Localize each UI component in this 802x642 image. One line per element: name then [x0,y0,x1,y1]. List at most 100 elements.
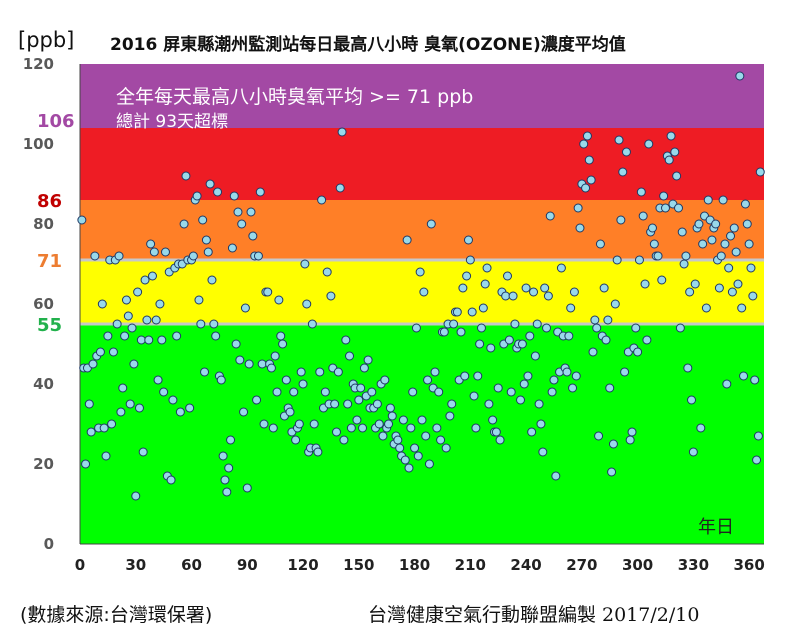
data-point [341,335,351,345]
data-point [363,355,373,365]
data-point [266,363,276,373]
data-point [495,435,505,445]
data-point [430,367,440,377]
data-point [222,487,232,497]
data-point [149,247,159,257]
data-point [159,387,169,397]
data-point [393,435,403,445]
data-point [155,299,165,309]
data-point [157,335,167,345]
data-point [339,435,349,445]
data-point [142,315,152,325]
data-point [739,371,749,381]
data-point [679,259,689,269]
x-tick-label: 180 [399,556,430,574]
data-point [473,371,483,381]
data-point [134,403,144,413]
data-point [146,239,156,249]
data-point [746,263,756,273]
data-point [198,215,208,225]
data-point [402,235,412,245]
data-point [270,351,280,361]
data-point [607,467,617,477]
data-point [289,387,299,397]
data-point [590,315,600,325]
data-point [387,411,397,421]
data-point [380,375,390,385]
data-point [188,251,198,261]
data-point [432,423,442,433]
data-point [224,463,234,473]
data-point [240,303,250,313]
data-point [506,387,516,397]
threshold-label: 106 [37,111,75,132]
data-point [449,319,459,329]
data-point [372,399,382,409]
data-point [233,207,243,217]
x-tick-label: 210 [455,556,486,574]
data-point [653,251,663,261]
data-point [90,251,100,261]
data-point [276,331,286,341]
data-point [465,255,475,265]
data-point [244,359,254,369]
data-point [298,379,308,389]
data-point [242,483,252,493]
data-point [516,395,526,405]
data-point [441,443,451,453]
data-point [633,347,643,357]
data-point [666,131,676,141]
data-point [84,399,94,409]
data-point [226,435,236,445]
data-point [631,323,641,333]
data-point [647,223,657,233]
data-point [525,331,535,341]
data-point [426,219,436,229]
data-point [326,291,336,301]
data-point [742,219,752,229]
data-point [378,431,388,441]
data-point [456,327,466,337]
x-tick-label: 300 [622,556,653,574]
data-point [614,135,624,145]
data-point [168,395,178,405]
data-point [660,203,670,213]
data-point [711,219,721,229]
data-point [618,167,628,177]
data-point [530,351,540,361]
data-point [81,459,91,469]
data-point [413,451,423,461]
data-point [200,367,210,377]
data-point [486,343,496,353]
data-point [545,211,555,221]
data-point [484,399,494,409]
x-tick-label: 240 [510,556,541,574]
y-tick-label: 120 [23,55,54,73]
data-point [196,319,206,329]
data-point [556,263,566,273]
data-point [359,363,369,373]
data-point [209,319,219,329]
y-tick-label: 60 [33,295,54,313]
data-point [504,335,514,345]
data-point [534,399,544,409]
y-axis-unit: [ppb] [18,28,75,52]
data-point [694,219,704,229]
data-point [103,331,113,341]
data-point [588,347,598,357]
data-point [547,387,557,397]
y-tick-label: 40 [33,375,54,393]
data-point [564,331,574,341]
data-point [352,415,362,425]
data-point [181,171,191,181]
data-point [551,471,561,481]
data-point [471,423,481,433]
data-point [475,339,485,349]
data-point [605,383,615,393]
data-point [573,203,583,213]
data-point [285,407,295,417]
data-point [411,323,421,333]
data-point [421,431,431,441]
data-point [744,239,754,249]
